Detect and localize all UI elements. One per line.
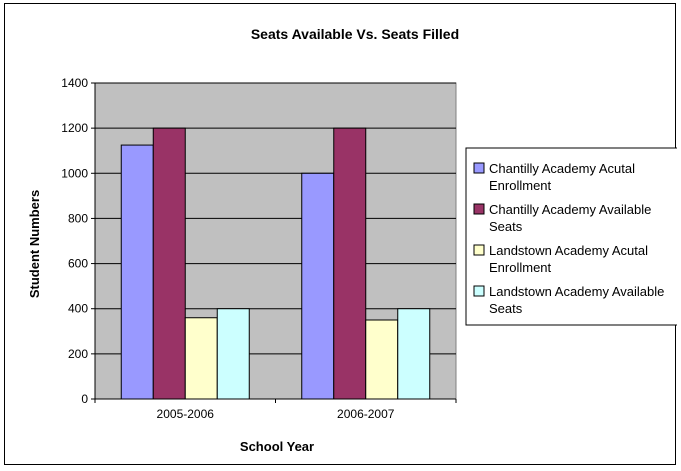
legend-label: Chantilly Academy Acutal Enrollment [489,161,635,193]
bar [397,308,431,400]
y-tick-label: 200 [68,347,88,361]
bar-chart: Seats Available Vs. Seats Filled 0 200 400… [27,26,681,454]
legend-swatch [473,244,485,256]
x-axis-title: School Year [240,439,314,454]
bar [365,319,399,400]
legend-box [465,147,681,326]
y-tick-label: 800 [68,211,88,225]
bar [152,127,186,400]
bar [184,317,218,400]
y-axis-title: Student Numbers [27,190,42,298]
legend-swatch [473,162,485,174]
legend-label: Chantilly Academy Available Seats [489,202,651,234]
y-tick-label: 1200 [61,121,88,135]
chart-frame: Seats Available Vs. Seats Filled 0 200 400… [4,3,681,465]
bar [333,127,367,400]
y-tick-label: 600 [68,257,88,271]
bar [216,308,250,400]
bar [120,144,154,400]
y-tick-label: 1400 [61,76,88,90]
legend-swatch [473,203,485,215]
legend: Chantilly Academy Acutal Enrollment Chanti… [465,147,681,326]
x-tick-label: 2006-2007 [337,407,395,421]
legend-label: Landstown Academy Available Seats [489,284,664,316]
plot-area: 0 200 400 600 800 1000 1200 1400 2005-2006 2006-2… [61,76,457,421]
y-tick-label: 400 [68,302,88,316]
legend-swatch [473,285,485,297]
legend-label: Landstown Academy Acutal Enrollment [489,243,648,275]
y-tick-label: 1000 [61,166,88,180]
x-tick-label: 2005-2006 [157,407,215,421]
y-tick-label: 0 [81,392,88,406]
bar [301,172,335,400]
chart-title: Seats Available Vs. Seats Filled [251,26,459,42]
